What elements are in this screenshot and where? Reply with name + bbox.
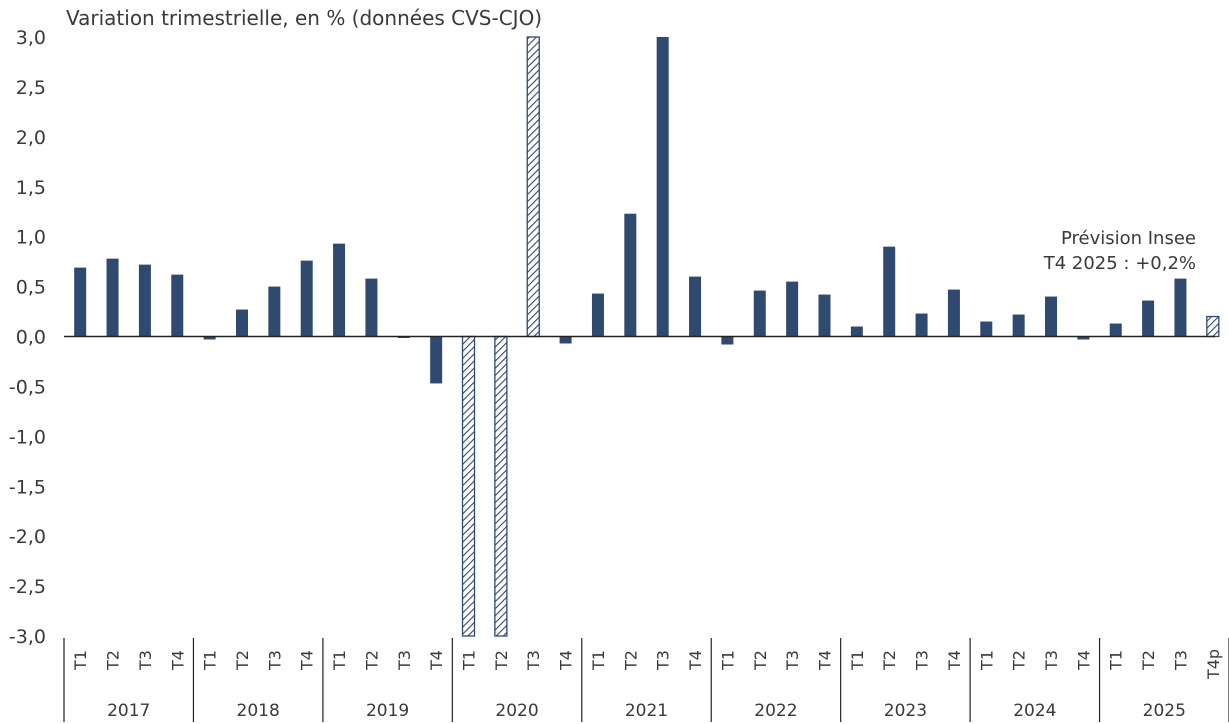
- bar-2021-t1: [591, 293, 604, 337]
- bar-2019-t4: [430, 336, 443, 384]
- forecast-annotation-line2: T4 2025 : +0,2%: [1043, 253, 1196, 274]
- quarter-label: T1: [848, 650, 867, 671]
- year-label: 2018: [237, 701, 280, 721]
- quarter-label: T3: [265, 650, 284, 671]
- y-tick-label: 3,0: [16, 27, 46, 49]
- y-tick-label: 1,0: [16, 227, 46, 249]
- quarter-label: T4: [686, 650, 705, 671]
- quarter-label: T1: [977, 650, 996, 671]
- quarter-label: T1: [589, 650, 608, 671]
- bar-2020-t4: [559, 336, 572, 344]
- bar-2018-t2: [235, 309, 248, 337]
- bar-2020-t1: [461, 335, 476, 637]
- bar-2024-t3: [1045, 296, 1058, 337]
- bar-2017-t2: [106, 258, 119, 337]
- bar-2022-t3: [786, 281, 799, 337]
- bar-2023-t4: [947, 289, 960, 337]
- year-label: 2022: [754, 701, 797, 721]
- y-axis-ticks: 3,0 2,5 2,0 1,5 1,0 0,5 0,0 -0,5 -1,0 -1,5 -2,0 -2,…: [9, 27, 46, 648]
- bar-2021-t2: [624, 213, 637, 337]
- year-label: 2025: [1143, 701, 1186, 721]
- quarter-label: T4: [815, 650, 834, 671]
- bar-2019-t2: [365, 278, 378, 337]
- quarter-label: T3: [783, 650, 802, 671]
- quarter-label: T2: [362, 650, 381, 671]
- bar-2018-t4: [300, 260, 313, 337]
- bar-2019-t1: [333, 243, 346, 337]
- quarter-label: T3: [1042, 650, 1061, 671]
- y-tick-label: -2,0: [9, 526, 46, 548]
- quarter-label: T4p: [1204, 649, 1223, 680]
- y-tick-label: 2,0: [16, 127, 46, 149]
- bar-2023-t3: [915, 313, 928, 337]
- bar-2022-t1: [721, 336, 734, 345]
- quarter-label: T3: [136, 650, 155, 671]
- quarter-label: T1: [201, 650, 220, 671]
- quarter-label: T4: [168, 650, 187, 671]
- bar-2025-t2: [1142, 300, 1155, 337]
- quarter-label: T4: [557, 650, 576, 671]
- bar-2017-t4: [171, 274, 184, 337]
- quarter-label: T2: [621, 650, 640, 671]
- quarter-label: T3: [654, 650, 673, 671]
- bar-2022-t4: [818, 294, 831, 337]
- quarter-label: T4: [427, 650, 446, 671]
- quarter-label: T3: [913, 650, 932, 671]
- y-tick-label: -3,0: [9, 626, 46, 648]
- y-tick-label: -0,5: [9, 376, 46, 398]
- bar-2023-t2: [883, 246, 896, 337]
- quarter-label: T2: [104, 650, 123, 671]
- chart-title: Variation trimestrielle, en % (données C…: [66, 6, 542, 30]
- y-tick-label: 0,5: [16, 277, 46, 299]
- y-tick-label: -2,5: [9, 576, 46, 598]
- quarter-label: T2: [1139, 650, 1158, 671]
- y-tick-label: 1,5: [16, 177, 46, 199]
- x-axis: T1 T2 T3 T4 T1 T2 T3 T4 T1 T2 T3 T4 T1 T2 T3 T4 T1 T2 T3 T4…: [63, 638, 1229, 722]
- quarter-label: T1: [718, 650, 737, 671]
- y-tick-label: 0,0: [16, 327, 46, 349]
- bar-2025-t1: [1109, 323, 1122, 337]
- quarter-label: T4: [1074, 650, 1093, 671]
- bar-2024-t2: [1012, 314, 1025, 337]
- forecast-annotation-line1: Prévision Insee: [1061, 228, 1196, 249]
- quarter-label: T3: [395, 650, 414, 671]
- quarter-label: T3: [524, 650, 543, 671]
- quarter-label: T1: [330, 650, 349, 671]
- bar-2024-t1: [980, 321, 993, 337]
- year-label: 2024: [1013, 701, 1056, 721]
- year-label: 2021: [625, 701, 668, 721]
- quarter-label: T1: [460, 650, 479, 671]
- quarter-label: T2: [233, 650, 252, 671]
- bar-2020-t2: [494, 335, 508, 637]
- bar-2018-t3: [268, 286, 281, 337]
- quarter-label: T2: [751, 650, 770, 671]
- year-label: 2020: [495, 701, 538, 721]
- quarter-label: T4: [298, 650, 317, 671]
- bar-2017-t1: [74, 267, 87, 337]
- year-label: 2019: [366, 701, 409, 721]
- quarter-label: T3: [1171, 650, 1190, 671]
- bar-2024-t4: [1077, 336, 1090, 340]
- year-label: 2023: [884, 701, 927, 721]
- bar-2022-t2: [753, 290, 766, 337]
- bar-2017-t3: [138, 264, 151, 337]
- bar-2021-t3: [656, 37, 669, 337]
- y-tick-label: 2,5: [16, 77, 46, 99]
- bar-2021-t4: [689, 276, 702, 337]
- y-tick-label: -1,0: [9, 426, 46, 448]
- bar-2023-t1: [850, 326, 863, 337]
- quarter-label: T2: [1010, 650, 1029, 671]
- quarter-label: T4: [945, 650, 964, 671]
- bar-2025-t3: [1174, 278, 1187, 337]
- y-tick-label: -1,5: [9, 476, 46, 498]
- year-label: 2017: [107, 701, 150, 721]
- quarter-label: T2: [880, 650, 899, 671]
- bar-2020-t3: [526, 36, 540, 338]
- quarter-label: T1: [1107, 650, 1126, 671]
- bar-2025-t4p: [1206, 315, 1220, 338]
- quarter-label: T1: [71, 650, 90, 671]
- bar-2018-t1: [203, 336, 216, 340]
- quarter-label: T2: [492, 650, 511, 671]
